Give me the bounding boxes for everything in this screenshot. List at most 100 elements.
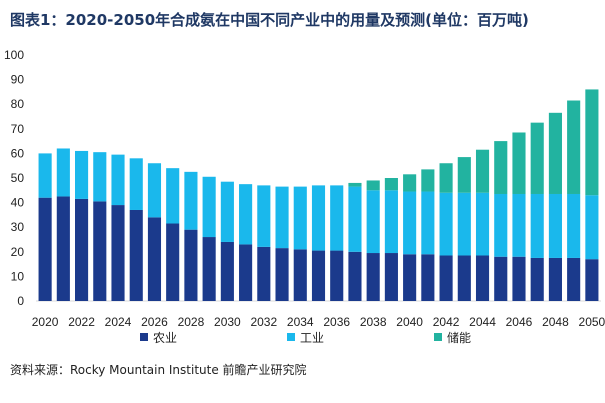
x-tick-label: 2034 (287, 315, 314, 329)
bar-segment-industry (166, 168, 180, 224)
bar-segment-energy-storage (567, 100, 581, 194)
bar-segment-industry (548, 193, 562, 258)
y-tick-label: 10 (11, 269, 25, 283)
bar-segment-agriculture (439, 255, 453, 301)
x-tick-label: 2026 (141, 315, 168, 329)
bar-segment-industry (129, 158, 143, 210)
bar-segment-agriculture (184, 229, 198, 301)
bar-segment-industry (530, 193, 544, 258)
bar-segment-industry (348, 186, 362, 252)
bar-segment-industry (421, 191, 435, 255)
bar-segment-industry (330, 185, 344, 251)
bar-segment-agriculture (311, 250, 326, 301)
legend-swatch-agriculture (140, 333, 148, 341)
y-tick-label: 80 (11, 97, 25, 111)
bar-segment-agriculture (366, 253, 380, 301)
x-tick-label: 2038 (360, 315, 387, 329)
bar-segment-industry (38, 153, 52, 198)
bar-segment-energy-storage (384, 178, 398, 191)
bar-segment-industry (239, 184, 253, 245)
x-tick-label: 2028 (178, 315, 205, 329)
legend-swatch-energy-storage (434, 333, 442, 341)
bar-segment-agriculture (111, 205, 125, 301)
x-tick-label: 2024 (105, 315, 132, 329)
x-tick-label: 2042 (433, 315, 460, 329)
bar-segment-industry (585, 195, 599, 260)
bar-segment-agriculture (330, 250, 344, 301)
bar-segment-industry (384, 190, 398, 254)
bar-segment-energy-storage (512, 132, 526, 194)
bar-segment-agriculture (257, 246, 271, 301)
source-note: 资料来源：Rocky Mountain Institute 前瞻产业研究院 (10, 363, 307, 377)
bar-segment-industry (275, 186, 289, 249)
bar-segment-agriculture (293, 249, 307, 301)
bar-segment-industry (220, 181, 234, 242)
y-tick-label: 60 (11, 146, 25, 160)
bar-segment-agriculture (530, 257, 544, 301)
bar-segment-industry (293, 186, 307, 250)
bar-segment-industry (147, 163, 162, 218)
x-tick-label: 2050 (579, 315, 605, 329)
y-tick-label: 0 (17, 294, 24, 308)
y-tick-label: 100 (4, 48, 24, 62)
bar-segment-energy-storage (366, 180, 380, 191)
bar-segment-industry (366, 190, 380, 254)
bar-segment-agriculture (421, 254, 435, 301)
bar-segment-energy-storage (403, 174, 417, 192)
legend-label-energy-storage: 储能 (447, 330, 471, 345)
x-tick-label: 2022 (68, 315, 95, 329)
x-tick-label: 2030 (214, 315, 241, 329)
bar-segment-agriculture (147, 217, 162, 301)
bar-segment-agriculture (384, 253, 398, 301)
bar-segment-agriculture (239, 244, 253, 301)
bar-segment-industry (202, 176, 216, 238)
y-tick-label: 20 (11, 245, 25, 259)
x-tick-label: 2044 (469, 315, 496, 329)
bar-segment-agriculture (348, 251, 362, 301)
x-tick-label: 2036 (323, 315, 350, 329)
bar-segment-agriculture (457, 255, 471, 301)
bar-segment-energy-storage (585, 89, 599, 196)
bar-segment-industry (439, 192, 453, 256)
legend-swatch-industry (287, 333, 295, 341)
y-tick-label: 90 (11, 73, 25, 87)
y-tick-label: 30 (11, 220, 25, 234)
bar-segment-agriculture (202, 237, 216, 301)
y-tick-label: 40 (11, 196, 25, 210)
bar-segment-agriculture (275, 248, 289, 301)
bar-segment-industry (56, 148, 70, 197)
bar-segment-industry (494, 193, 508, 257)
bar-segment-energy-storage (348, 182, 362, 187)
y-tick-label: 50 (11, 171, 25, 185)
bar-segment-agriculture (567, 257, 581, 301)
bar-segment-industry (567, 193, 581, 258)
bar-segment-industry (403, 191, 417, 255)
x-tick-label: 2032 (250, 315, 277, 329)
bar-segment-agriculture (475, 255, 490, 301)
x-tick-label: 2046 (506, 315, 533, 329)
bar-segment-energy-storage (421, 169, 435, 192)
x-tick-label: 2020 (32, 315, 59, 329)
bar-segment-industry (457, 192, 471, 256)
y-tick-label: 70 (11, 122, 25, 136)
bar-segment-industry (311, 185, 326, 251)
bar-segment-industry (257, 185, 271, 247)
bar-segment-industry (184, 171, 198, 230)
bar-segment-agriculture (220, 241, 234, 301)
bar-segment-agriculture (56, 196, 70, 301)
bar-segment-energy-storage (494, 141, 508, 194)
x-tick-label: 2048 (542, 315, 569, 329)
bar-segment-agriculture (548, 257, 562, 301)
bar-segment-energy-storage (548, 112, 562, 194)
x-tick-label: 2040 (396, 315, 423, 329)
bar-segment-agriculture (403, 254, 417, 301)
bar-segment-agriculture (512, 256, 526, 301)
bar-segment-agriculture (38, 197, 52, 301)
bar-segment-energy-storage (457, 157, 471, 193)
chart-title: 图表1：2020-2050年合成氨在中国不同产业中的用量及预测(单位：百万吨) (10, 11, 529, 29)
legend-label-agriculture: 农业 (153, 331, 177, 345)
legend-label-industry: 工业 (300, 331, 324, 345)
bar-segment-industry (93, 152, 107, 202)
